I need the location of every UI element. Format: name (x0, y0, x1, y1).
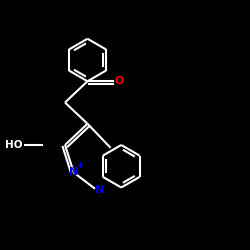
Text: O: O (114, 76, 124, 86)
Text: N: N (95, 185, 104, 195)
Text: HO: HO (4, 140, 22, 150)
Text: N: N (69, 168, 78, 177)
Text: +: + (76, 161, 84, 170)
